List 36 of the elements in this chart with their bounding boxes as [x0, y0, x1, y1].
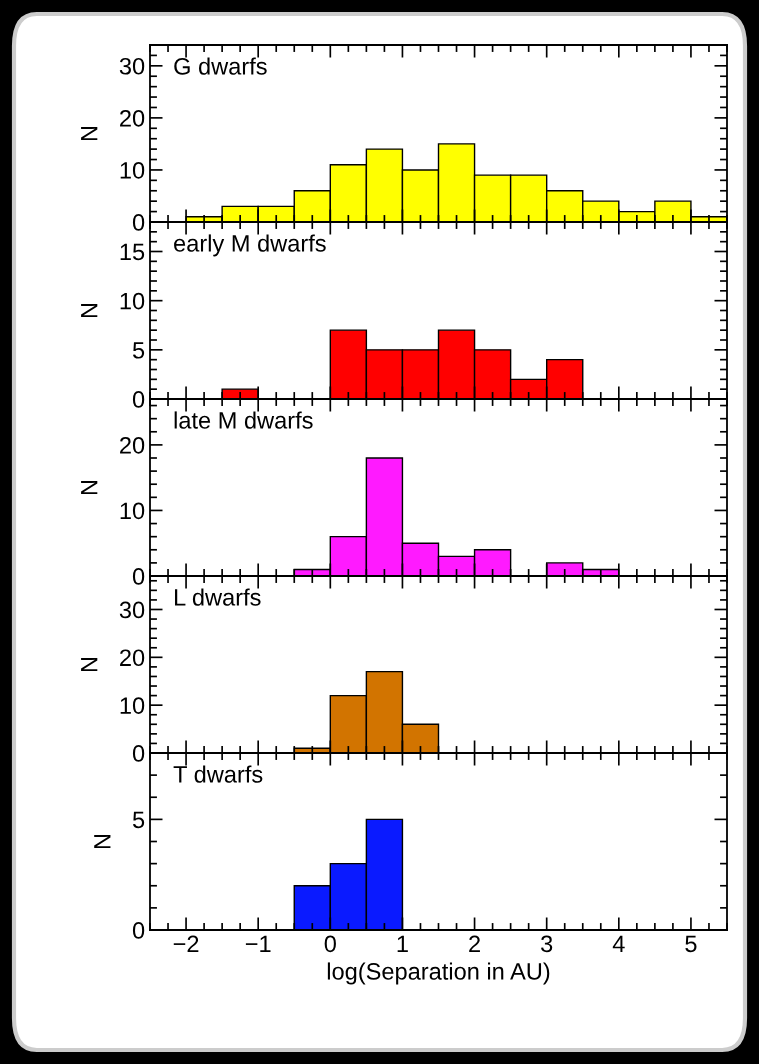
- y-tick-label: 0: [132, 391, 145, 408]
- y-tick-label: 0: [132, 922, 145, 939]
- x-tick-label: −2: [173, 935, 199, 952]
- x-tick-label: 1: [397, 935, 408, 952]
- x-tick-label: 4: [612, 935, 625, 952]
- y-tick-label: 0: [132, 745, 145, 762]
- y-tick-label: 10: [120, 502, 145, 520]
- x-tick-label: 3: [541, 935, 553, 953]
- y-tick-label: 30: [119, 601, 145, 619]
- y-tick-label: 10: [120, 697, 145, 714]
- y-tick-label: 5: [132, 811, 145, 829]
- y-tick-label: 30: [119, 57, 145, 75]
- y-tick-label: 20: [120, 436, 145, 454]
- chart-title: late M dwarfs: [174, 411, 313, 429]
- y-tick-label: 10: [120, 162, 145, 179]
- y-tick-label: 10: [120, 292, 145, 310]
- y-tick-label: 0: [132, 214, 145, 231]
- y-tick-label: 15: [120, 243, 145, 261]
- y-axis-title: N: [94, 834, 111, 849]
- x-tick-label: 0: [324, 935, 336, 953]
- y-axis-title: N: [81, 303, 98, 318]
- y-tick-label: 20: [120, 649, 145, 667]
- x-tick-label: 5: [685, 935, 697, 953]
- y-axis-title: N: [81, 657, 98, 672]
- chart-title: L dwarfs: [175, 588, 261, 606]
- x-tick-label: −1: [245, 935, 271, 952]
- y-axis-title: N: [81, 126, 98, 141]
- y-tick-label: 0: [132, 568, 145, 585]
- x-axis-title: log(Separation in AU): [327, 962, 550, 985]
- chart-title: early M dwarfs: [174, 234, 326, 257]
- x-tick-label: 2: [469, 935, 480, 952]
- chart-title: G dwarfs: [174, 57, 267, 75]
- y-tick-label: 20: [120, 109, 145, 127]
- y-tick-label: 5: [132, 342, 145, 359]
- chart-title: T dwarfs: [173, 765, 263, 783]
- y-axis-title: N: [81, 480, 98, 495]
